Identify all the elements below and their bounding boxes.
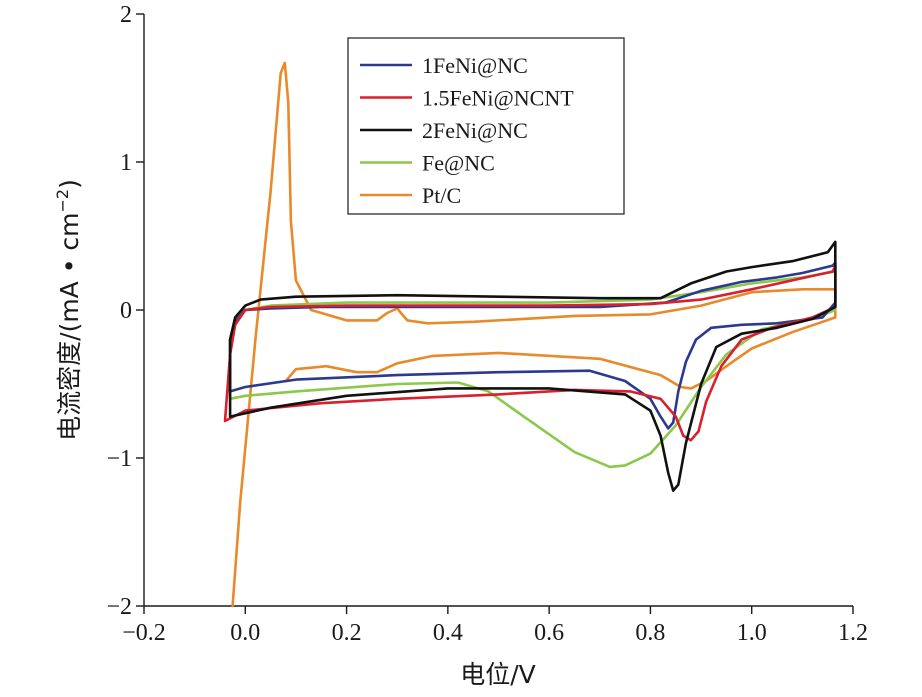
legend-items: 1FeNi@NC 1.5FeNi@NCNT 2FeNi@NC Fe@NC Pt/C [360,53,574,208]
x-tick-label: 0.2 [332,620,362,646]
x-tick-label: 1.2 [838,620,868,646]
legend-label-1feni-nc: 1FeNi@NC [422,53,528,78]
y-tick-label: 2 [120,2,132,28]
y-axis-title-sup: −2 [53,189,72,213]
y-tick-label: 1 [120,150,132,176]
x-tick-label: 0.4 [433,620,463,646]
plot-area: −0.2 0.0 0.2 0.4 0.6 0.8 1.0 1.2 −2 −1 0 1 2 [106,2,868,646]
y-axis-title: 电流密度/(mA • cm−2) [53,179,84,441]
x-tick-label: 0.0 [230,620,260,646]
series-line-1feni-nc [228,261,837,430]
legend-label-2feni-nc: 2FeNi@NC [422,118,528,143]
legend-label-pt-c: Pt/C [422,183,461,208]
series-group [223,61,837,608]
x-tick-label: 0.8 [635,620,665,646]
x-axis-title: 电位/V [460,660,536,689]
series-line-2feni-nc [228,240,837,492]
x-ticks: −0.2 0.0 0.2 0.4 0.6 0.8 1.0 1.2 [122,606,868,646]
y-tick-label: −2 [106,594,132,620]
y-ticks: −2 −1 0 1 2 [106,2,144,620]
series-line-pt-c [231,61,837,608]
y-tick-label: −1 [106,446,132,472]
legend: 1FeNi@NC 1.5FeNi@NCNT 2FeNi@NC Fe@NC Pt/C [347,37,625,215]
legend-label-1-5feni-ncnt: 1.5FeNi@NCNT [422,86,574,111]
y-axis-title-main: 电流密度/(mA • cm [55,212,84,440]
legend-box [347,37,625,215]
x-tick-label: 1.0 [737,620,767,646]
x-tick-label: 0.6 [534,620,564,646]
legend-label-fe-nc: Fe@NC [422,151,495,176]
y-axis-title-close: ) [55,179,84,189]
x-tick-label: −0.2 [122,620,166,646]
y-tick-label: 0 [120,298,132,324]
series-line-fe-nc [228,270,837,469]
